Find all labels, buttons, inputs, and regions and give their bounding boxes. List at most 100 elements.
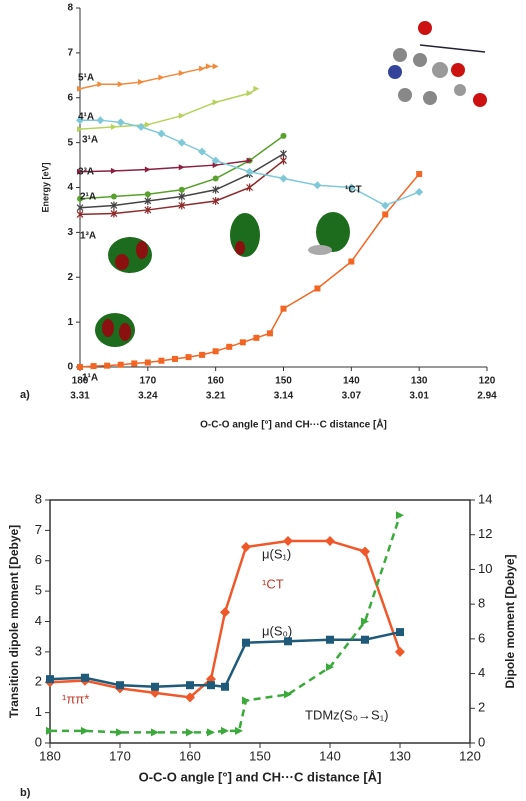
y-tick-label: 1 [67, 317, 73, 328]
y2-tick-label: 12 [478, 526, 492, 541]
marker [212, 348, 219, 355]
annotation: 2¹A [80, 192, 96, 203]
marker [151, 682, 159, 691]
series-line [50, 514, 402, 734]
marker [198, 147, 207, 156]
orbital [230, 213, 260, 257]
marker [157, 129, 166, 138]
marker [116, 118, 125, 127]
y2-tick-label: 2 [478, 700, 485, 715]
molecule [388, 21, 487, 107]
marker [348, 258, 355, 265]
marker [280, 156, 287, 165]
marker [90, 363, 97, 370]
marker [241, 542, 251, 553]
y-axis-label: Energy [eV] [40, 162, 50, 212]
marker [205, 63, 212, 70]
plot-frame [49, 499, 471, 744]
annotation: ¹CT [345, 185, 362, 196]
marker [325, 535, 335, 546]
marker [46, 675, 54, 684]
marker [212, 175, 219, 182]
series-line [49, 630, 401, 689]
marker [97, 81, 104, 88]
marker [326, 635, 334, 644]
marker [245, 167, 254, 176]
marker [96, 116, 105, 125]
series [77, 85, 260, 133]
marker [284, 690, 292, 699]
marker [246, 183, 254, 192]
marker [81, 726, 89, 735]
y2-tick-label: 10 [478, 561, 492, 576]
annotation: μ(S₀) [262, 623, 292, 638]
x-tick-label: 170 [109, 748, 131, 763]
marker [207, 681, 215, 690]
marker [185, 354, 192, 361]
marker [266, 330, 273, 337]
marker [144, 191, 151, 198]
marker [221, 726, 229, 735]
marker [242, 638, 250, 647]
y-tick-label: 0 [67, 362, 73, 373]
marker [178, 192, 186, 201]
x-tick-label: 120 [479, 376, 496, 387]
marker [104, 362, 111, 369]
marker [381, 201, 390, 210]
y-axis-label: Transition dipole moment [Debye] [7, 525, 21, 718]
marker [76, 203, 84, 212]
marker [185, 692, 195, 703]
annotation: ¹ππ* [62, 691, 89, 706]
y2-tick-label: 14 [478, 491, 492, 506]
x2-tick-label: 3.24 [138, 391, 158, 402]
x-tick-label: 180 [72, 376, 89, 387]
marker [239, 339, 246, 346]
marker [253, 334, 260, 341]
marker [326, 663, 334, 672]
marker [110, 167, 117, 174]
series-line [49, 539, 402, 699]
marker [177, 138, 186, 147]
y-tick-label: 2 [35, 674, 42, 689]
marker [151, 728, 159, 737]
series [76, 156, 287, 219]
x2-tick-label: 3.07 [342, 391, 362, 402]
y-tick-label: 3 [67, 227, 73, 238]
marker [137, 122, 146, 131]
marker [212, 162, 219, 169]
x-tick-label: 140 [343, 376, 360, 387]
x-tick-label: 180 [39, 748, 61, 763]
molecule-images [95, 21, 487, 347]
annotation: 4¹A [78, 112, 94, 123]
annotation: 3³A [78, 167, 94, 178]
y-tick-label: 5 [67, 137, 73, 148]
annotation: 1³A [80, 231, 96, 242]
x-axis-label: O-C-O angle [°] and CH···C distance [Å] [139, 769, 382, 784]
marker [212, 185, 220, 194]
marker [280, 149, 287, 158]
marker [314, 285, 321, 292]
series [45, 535, 405, 703]
x-axis-label: O-C-O angle [°] and CH···C distance [Å] [200, 418, 387, 431]
series [77, 171, 423, 370]
marker [280, 305, 287, 312]
marker [283, 535, 293, 546]
series-line [79, 159, 250, 173]
y2-tick-label: 8 [478, 596, 485, 611]
marker [117, 81, 124, 88]
marker [117, 361, 124, 368]
marker [186, 728, 194, 737]
marker [396, 511, 404, 520]
marker [110, 193, 117, 200]
marker [76, 116, 84, 125]
marker [178, 70, 185, 77]
x-tick-label: 140 [319, 748, 341, 763]
marker [110, 201, 118, 210]
marker [313, 181, 322, 190]
marker [279, 174, 288, 183]
x-tick-label: 170 [139, 376, 156, 387]
chart: 0 1 2 3 4 5 6 7 8 180 3.31 170 3.24 160 3.21 150 3.14 140… [20, 3, 497, 431]
y-tick-label: 4 [35, 613, 42, 628]
y-tick-label: 8 [35, 491, 42, 506]
